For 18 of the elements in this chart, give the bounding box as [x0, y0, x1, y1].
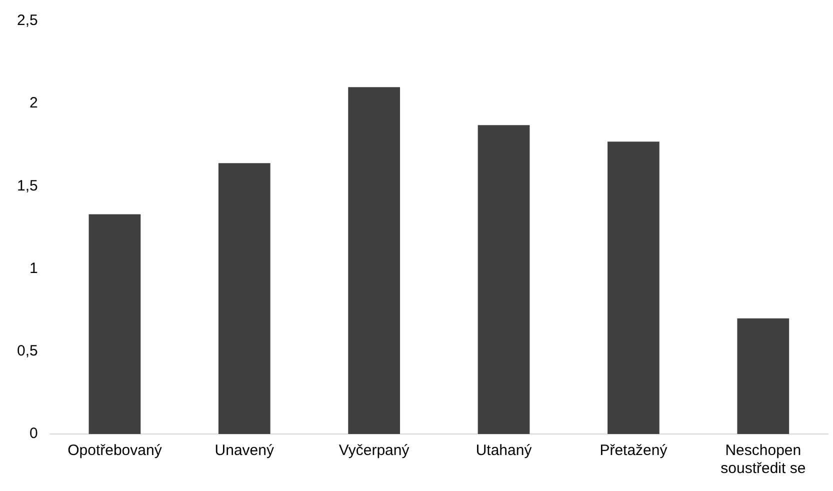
- x-tick-label: Vyčerpaný: [338, 442, 410, 460]
- x-tick-label: Unavený: [214, 442, 274, 460]
- y-tick-label: 1,5: [16, 177, 38, 194]
- y-tick-label: 0: [30, 425, 38, 442]
- bar: [218, 163, 270, 434]
- y-tick-label: 0,5: [16, 342, 38, 360]
- bar: [88, 214, 141, 434]
- x-tick-label: Opotřebovaný: [68, 442, 162, 460]
- bar: [478, 125, 530, 434]
- x-tick-label: Utahaný: [476, 442, 532, 460]
- y-tick-label: 2,5: [16, 12, 38, 30]
- bar: [737, 318, 790, 434]
- x-tick-label: Přetažený: [600, 442, 668, 460]
- y-tick-label: 2: [30, 94, 38, 112]
- bar: [348, 87, 400, 434]
- y-tick-label: 1: [30, 260, 38, 277]
- x-tick-label: Neschopen soustředit se: [720, 442, 806, 478]
- bar: [608, 142, 660, 434]
